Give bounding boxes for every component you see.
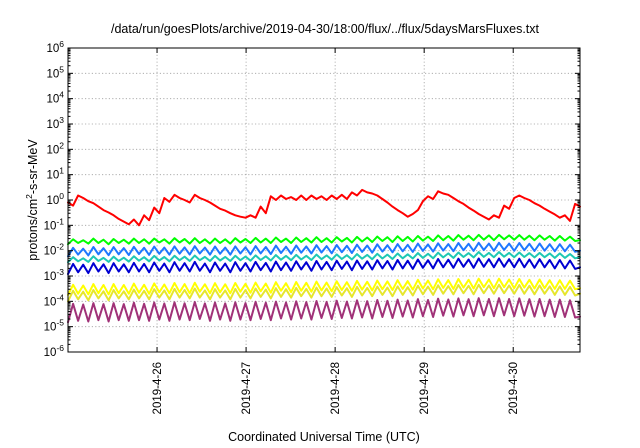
chart-title: /data/run/goesPlots/archive/2019-04-30/1… (111, 22, 540, 36)
series-line (67, 251, 581, 264)
plot-frame (67, 47, 581, 353)
y-tick-label: 102 (46, 140, 64, 156)
y-tick-label: 106 (46, 39, 64, 55)
series-line (67, 277, 581, 296)
series-line (67, 283, 581, 303)
y-tick-label: 10-4 (44, 292, 65, 308)
x-tick-label: 2019-4-30 (508, 362, 520, 414)
x-tick-label: 2019-4-26 (152, 362, 164, 414)
series-line (67, 257, 581, 275)
y-tick-label: 103 (46, 115, 64, 131)
series-line (67, 241, 581, 258)
series-line (67, 297, 581, 324)
y-tick-label: 104 (46, 90, 64, 106)
y-tick-label: 10-5 (44, 318, 65, 334)
y-tick-label: 10-2 (44, 242, 65, 258)
y-axis-label: protons/cm2-s-sr-MeV (24, 139, 40, 261)
y-tick-label: 101 (46, 166, 64, 182)
x-axis-label: Coordinated Universal Time (UTC) (228, 430, 420, 444)
y-tick-label: 10-1 (44, 216, 65, 232)
series-line (67, 188, 581, 227)
x-tick-label: 2019-4-27 (241, 362, 253, 414)
x-tick-label: 2019-4-29 (419, 362, 431, 414)
y-tick-label: 105 (46, 64, 64, 80)
series-group (67, 188, 581, 324)
series-line (67, 233, 581, 246)
axes: 10-6 10-5 10-4 10-3 10-2 10-1 100 101 102 103 104 1… (44, 39, 580, 414)
y-tick-label: 100 (46, 191, 64, 207)
y-tick-label: 10-6 (44, 343, 65, 359)
y-tick-label: 10-3 (44, 267, 65, 283)
x-tick-label: 2019-4-28 (330, 362, 342, 414)
